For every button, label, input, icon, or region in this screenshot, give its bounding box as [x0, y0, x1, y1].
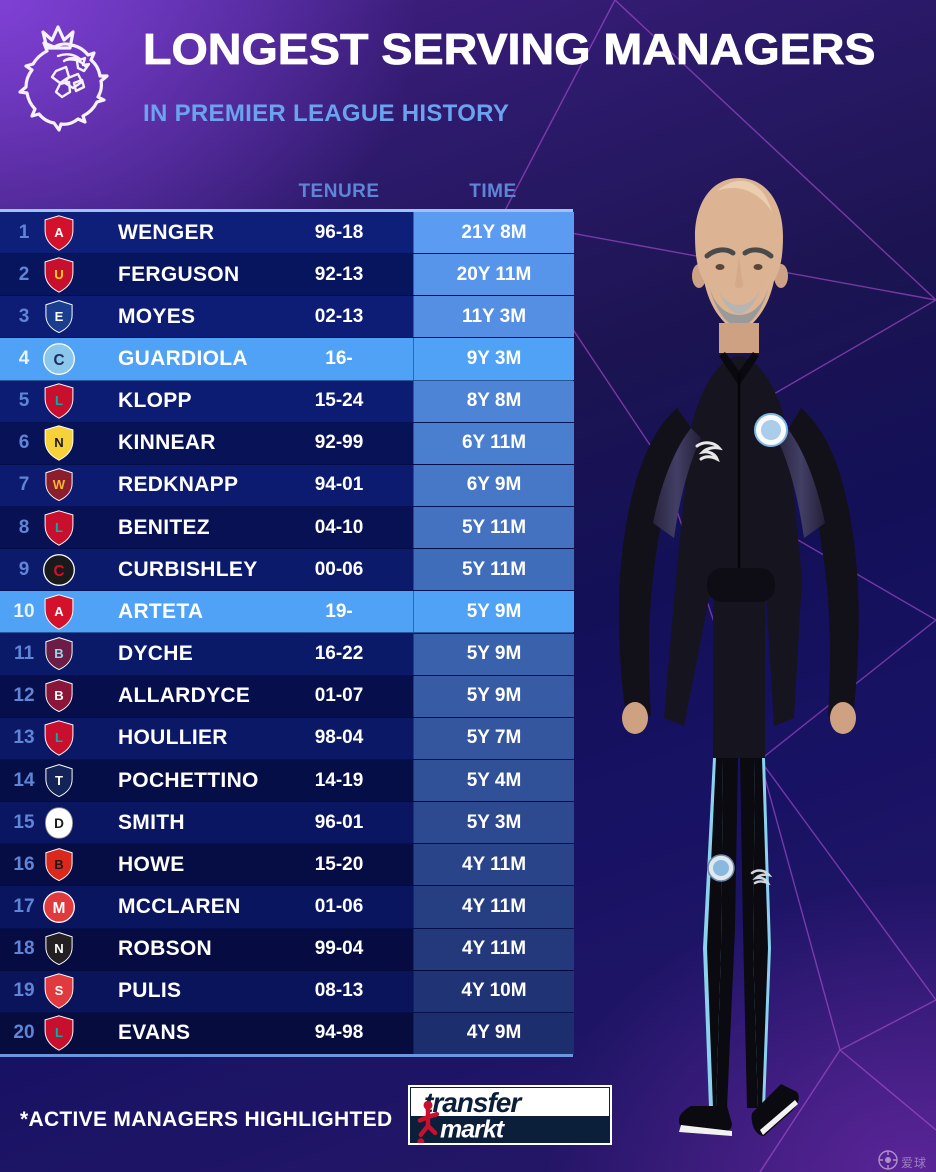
- svg-text:C: C: [53, 352, 64, 369]
- svg-text:M: M: [53, 900, 66, 917]
- svg-text:L: L: [55, 1025, 63, 1040]
- svg-text:T: T: [55, 773, 63, 788]
- svg-text:W: W: [53, 478, 66, 493]
- svg-text:D: D: [54, 816, 64, 831]
- svg-text:N: N: [54, 941, 63, 956]
- svg-text:B: B: [54, 857, 63, 872]
- svg-text:L: L: [55, 393, 63, 408]
- svg-text:L: L: [55, 730, 63, 745]
- svg-text:U: U: [54, 267, 63, 282]
- svg-text:S: S: [55, 983, 64, 998]
- svg-text:N: N: [54, 435, 63, 450]
- svg-text:B: B: [54, 688, 63, 703]
- svg-text:A: A: [54, 604, 64, 619]
- svg-text:C: C: [53, 563, 64, 580]
- svg-text:B: B: [54, 646, 63, 661]
- svg-text:A: A: [54, 225, 64, 240]
- svg-text:E: E: [55, 309, 64, 324]
- svg-text:L: L: [55, 520, 63, 535]
